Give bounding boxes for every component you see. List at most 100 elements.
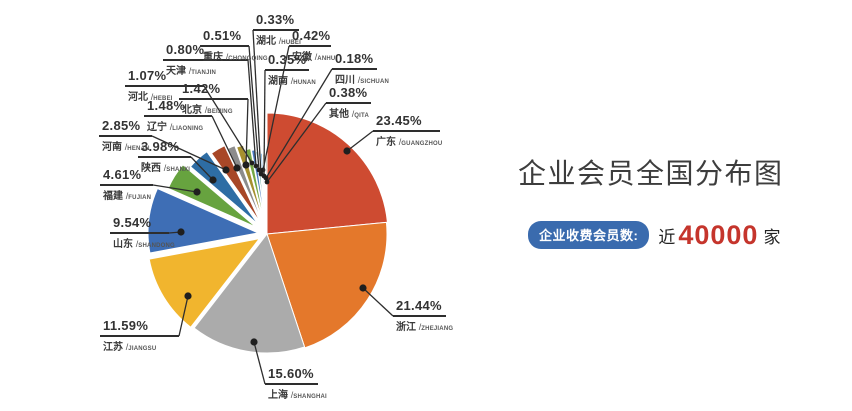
leader-line-liaoning [211, 115, 238, 169]
leader-line-shanxi [190, 156, 214, 181]
percent-label: 1.42% [182, 81, 221, 96]
province-label: 江苏 /JIANGSU [103, 342, 157, 353]
leader-dot-jiangsu [184, 292, 192, 300]
province-label: 河北 /HEBEI [128, 92, 173, 103]
leader-dot-fujian [193, 188, 201, 196]
province-label: 陕西 /SHANXI [141, 163, 191, 174]
leader-dot-henan [222, 166, 230, 174]
province-label: 浙江 /ZHEJIANG [396, 322, 454, 333]
leader-dot-hebei [249, 160, 255, 166]
percent-label: 0.35% [268, 52, 307, 67]
leader-dot-liaoning [233, 164, 241, 172]
province-label: 重庆 /CHONGQING [203, 52, 268, 63]
page-title: 企业会员全国分布图 [518, 158, 784, 189]
percent-label: 0.80% [166, 42, 205, 57]
pie-label-shanxi: 3.98% 陕西 /SHANXI [138, 139, 191, 175]
percent-label: 3.98% [141, 139, 180, 154]
leader-dot-shanghai [250, 338, 258, 346]
percent-label: 21.44% [396, 298, 442, 313]
pie-slice-zhejiang[interactable] [266, 221, 388, 349]
pie-label-liaoning: 1.48% 辽宁 /LIAONING [144, 98, 204, 134]
percent-label: 15.60% [268, 366, 314, 381]
percent-label: 11.59% [103, 318, 149, 333]
pie-slice-shanghai[interactable] [193, 233, 306, 354]
pie-label-beijing: 1.42% 北京 /BEIJING [179, 81, 233, 117]
percent-label: 0.18% [335, 51, 374, 66]
pie-label-jiangsu: 11.59% 江苏 /JIANGSU [100, 318, 157, 354]
pie-label-fujian: 4.61% 福建 /FUJIAN [100, 167, 152, 203]
pie-label-henan: 2.85% 河南 /HENAN [99, 118, 150, 154]
province-label: 山东 /SHANDONG [113, 239, 175, 250]
leader-line-shanghai [253, 341, 266, 385]
member-count-prefix: 近 [658, 227, 676, 247]
province-label: 广东 /GUANGZHOU [376, 137, 443, 148]
leader-line-hunan [263, 69, 266, 177]
percent-label: 0.38% [329, 85, 368, 100]
pie-slice-shandong[interactable] [147, 188, 259, 254]
leader-dot-sichuan [263, 175, 269, 181]
province-label: 辽宁 /LIAONING [147, 122, 204, 133]
leader-line-qita [266, 102, 327, 183]
percent-label: 1.48% [147, 98, 186, 113]
pie-chart: 23.45% 广东 /GUANGZHOU 21.44% 浙江 /ZHEJIANG 15.… [99, 13, 454, 402]
pie-label-tianjin: 0.80% 天津 /TIANJIN [163, 42, 217, 78]
pie-label-shanghai: 15.60% 上海 /SHANGHAI [265, 366, 327, 402]
member-count-row: 企业收费会员数: 近 40000 家 [528, 221, 848, 249]
leader-line-hebei [203, 85, 253, 164]
leader-dot-tianjin [253, 163, 259, 169]
leader-dot-zhejiang [359, 284, 367, 292]
member-count-suffix: 家 [763, 227, 781, 247]
pie-label-zhejiang: 21.44% 浙江 /ZHEJIANG [393, 298, 454, 334]
province-label: 其他 /QITA [329, 109, 369, 120]
percent-label: 23.45% [376, 113, 422, 128]
leader-dot-qita [264, 179, 270, 185]
leader-line-fujian [152, 184, 198, 193]
percent-label: 2.85% [102, 118, 141, 133]
leader-line-hubei [252, 29, 262, 175]
province-label: 四川 /SICHUAN [335, 75, 390, 86]
pie-label-hebei: 1.07% 河北 /HEBEI [125, 68, 173, 104]
percent-label: 0.51% [203, 28, 242, 43]
leader-line-henan [151, 135, 227, 171]
province-label: 天津 /TIANJIN [166, 66, 217, 77]
leader-line-chongqing [248, 45, 260, 171]
leader-line-guangzhou [346, 130, 374, 152]
pie-slice-hebei[interactable] [245, 148, 266, 224]
province-label: 湖北 /HUBEI [256, 36, 301, 47]
leader-dot-guangzhou [343, 147, 351, 155]
pie-slice-jiangsu[interactable] [148, 238, 260, 328]
province-label: 湖南 /HUNAN [268, 76, 316, 87]
leader-line-sichuan [265, 68, 333, 179]
pie-label-anhui: 0.42% 安徽 /ANHUI [289, 28, 338, 64]
member-count-value: 40000 [678, 219, 759, 250]
leader-line-jiangsu [178, 295, 189, 337]
percent-label: 9.54% [113, 215, 152, 230]
leader-line-tianjin [247, 59, 257, 167]
leader-line-zhejiang [362, 287, 394, 317]
province-label: 上海 /SHANGHAI [268, 390, 327, 401]
pie-label-guangzhou: 23.45% 广东 /GUANGZHOU [373, 113, 443, 149]
province-label: 安徽 /ANHUI [292, 52, 338, 63]
percent-label: 1.07% [128, 68, 167, 83]
leader-dot-beijing [242, 161, 250, 169]
pie-label-chongqing: 0.51% 重庆 /CHONGQING [200, 28, 268, 64]
pie-label-hunan: 0.35% 湖南 /HUNAN [265, 52, 316, 88]
pie-slice-henan[interactable] [210, 145, 261, 224]
pie-slice-fujian[interactable] [167, 164, 257, 228]
pie-label-shandong: 9.54% 山东 /SHANDONG [110, 215, 175, 251]
pie-label-hubei: 0.33% 湖北 /HUBEI [253, 13, 301, 48]
province-label: 福建 /FUJIAN [103, 191, 152, 202]
pie-label-sichuan: 0.18% 四川 /SICHUAN [332, 51, 390, 87]
pie-label-qita: 0.38% 其他 /QITA [326, 85, 369, 121]
member-count-badge: 企业收费会员数: [528, 221, 650, 249]
percent-label: 4.61% [103, 167, 142, 182]
leader-dot-shandong [177, 228, 185, 236]
percent-label: 0.42% [292, 28, 331, 43]
leader-dot-shanxi [209, 176, 217, 184]
province-label: 河南 /HENAN [102, 142, 150, 153]
pie-slice-shanxi[interactable] [189, 151, 259, 225]
pie-slice-guangzhou[interactable] [266, 112, 388, 235]
leader-line-anhui [262, 45, 290, 171]
